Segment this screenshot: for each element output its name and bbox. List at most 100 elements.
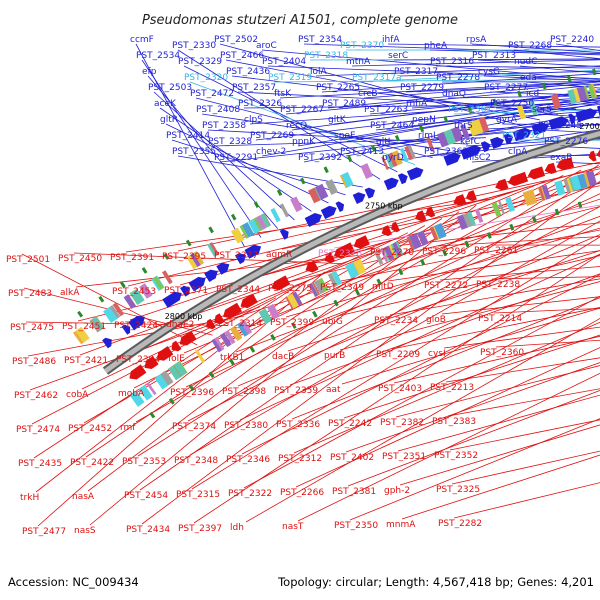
feature-block [404,144,416,161]
leader-line [171,139,346,196]
feature-block [583,85,590,100]
gene-label-forward: chev-2 [256,147,286,157]
feature-block [138,384,153,401]
leader-line [339,281,600,351]
leader-line [191,236,600,490]
feature-block [577,173,588,189]
feature-block [441,129,455,146]
feature-block [383,245,395,261]
feature-block [130,288,145,305]
gene-label-reverse: PST_2374 [172,422,216,432]
feature-block [392,242,402,257]
reverse-gene [425,206,436,218]
forward-gene [235,253,246,265]
gene-label-forward: PST_2408 [196,105,240,115]
leader-line [429,49,600,56]
gene-label-forward: PST_2265 [316,83,360,93]
marker-tick [541,82,547,90]
marker-tick [119,281,126,288]
gene-label-reverse: PST_2501 [6,255,50,265]
feature-block [92,316,105,331]
feature-block [380,248,389,263]
reverse-gene [334,242,355,259]
feature-block [434,223,447,239]
gene-label-reverse: PST_2209 [376,350,420,360]
leader-line [341,307,600,385]
leader-line [133,175,564,389]
leader-line [315,65,600,77]
marker-tick [77,310,84,318]
feature-block [538,186,546,201]
feature-block [219,332,232,348]
gene-label-reverse: nasS [74,526,96,536]
feature-block [460,124,470,139]
gene-label-forward: rnhA [406,99,428,109]
scale-label: 2750 kbp [365,201,403,210]
gene-label-reverse: PST_2242 [328,419,372,429]
gene-label-reverse: cobA [66,390,89,400]
feature-block [159,370,174,386]
gene-label-forward: PST_2392 [298,153,342,163]
feature-block [550,93,562,110]
feature-block [436,131,449,148]
gene-label-forward: eda [520,73,537,83]
gene-label-reverse: PST_2214 [478,314,522,324]
feature-block [211,337,225,353]
gene-label-reverse: PST_2346 [226,455,270,465]
gene-label-forward: PST_2317 [394,67,438,77]
feature-block [139,283,153,299]
reverse-gene [508,171,529,186]
leader-line [435,65,600,69]
gene-label-reverse: PST_2395 [162,252,206,262]
marker-tick [370,145,377,152]
marker-tick [208,226,214,234]
gene-label-forward: PST_2268 [508,41,552,51]
gene-label-reverse: PST_2380 [224,421,268,431]
gene-label-reverse: PST_2312 [278,454,322,464]
gene-label-forward: PST_2319 [268,73,312,83]
leader-line [337,255,600,317]
feature-block [583,172,593,188]
feature-block [279,203,290,218]
gene-label-forward: rpsA [466,35,487,45]
accession-text: Accession: NC_009434 [8,575,139,589]
forward-gene [490,137,504,149]
reverse-gene [544,162,557,174]
feature-block [254,216,266,231]
forward-gene [279,229,289,240]
gene-label-forward: PST_2361 [448,105,492,115]
feature-block [251,216,264,233]
feature-block [123,294,137,309]
feature-block [190,252,201,267]
marker-tick [208,371,215,379]
reverse-gene [453,194,467,206]
gene-label-reverse: PST_2322 [228,489,272,499]
leader-line [401,454,600,520]
leader-line [239,253,600,421]
marker-tick [464,240,470,248]
leader-line [295,347,600,488]
reverse-gene [206,318,216,330]
marker-tick [276,189,283,197]
gene-label-forward: PST_2370 [340,41,384,51]
leader-line [293,321,600,454]
leader-line [363,80,600,99]
feature-block [258,308,273,325]
marker-tick [249,346,256,353]
gene-label-forward: aroC [256,41,277,51]
reverse-gene [495,178,509,191]
reverse-gene [144,356,159,369]
leader-line [335,229,600,283]
gene-label-reverse: PST_2424 [114,321,158,331]
feature-block [353,258,367,275]
gene-label-forward: dnaQ [442,89,466,99]
gene-label-forward: rlmL [418,131,438,141]
reverse-gene [415,210,427,222]
gene-label-forward: PST_2534 [136,51,180,61]
gene-label-reverse: PST_2391 [110,253,154,263]
gene-label-forward: cysG [478,67,500,77]
feature-block [240,222,255,239]
scale-label: 2700 kbp [579,122,600,131]
gene-label-forward: PST_2502 [214,35,258,45]
